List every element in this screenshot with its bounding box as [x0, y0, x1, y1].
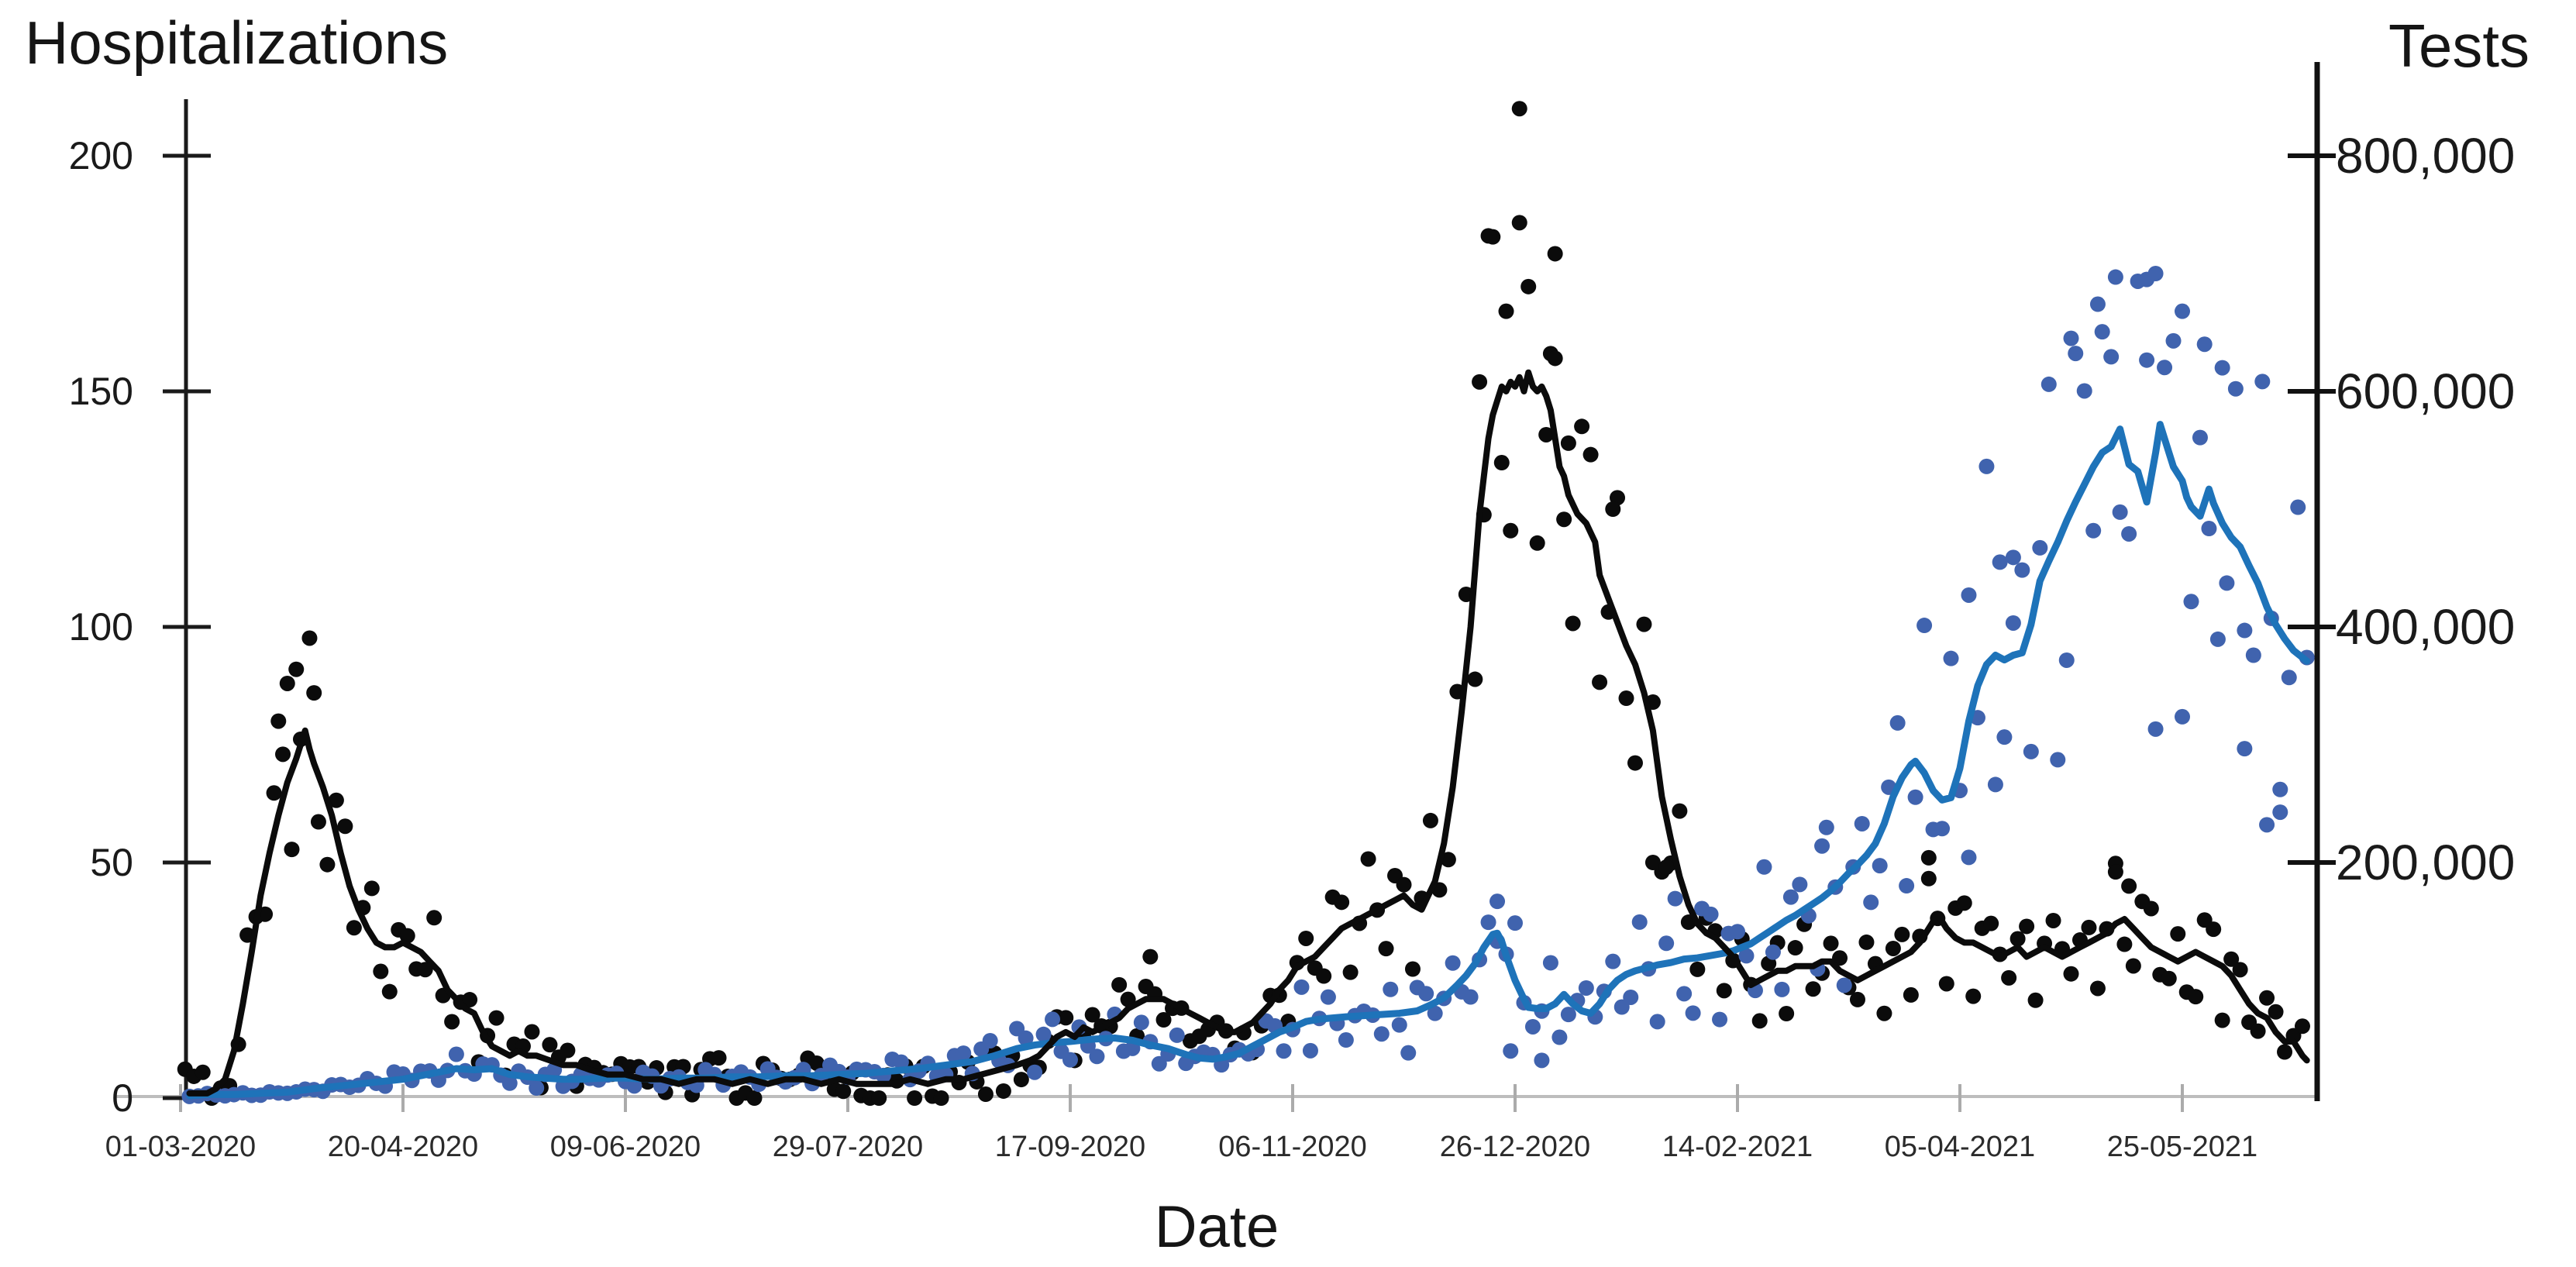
- tests-outlier-dot: [2063, 330, 2079, 346]
- hosp-outlier-dot: [1142, 949, 1159, 965]
- x-axis: 01-03-2020 20-04-2020 09-06-2020 29-07-2020…: [105, 1084, 2319, 1163]
- hosp-outlier-dot: [1605, 501, 1621, 517]
- left-axis: 0 50 100 150 200: [69, 99, 211, 1120]
- tests-outlier-dot: [1814, 838, 1830, 854]
- right-tick-label: 800,000: [2336, 128, 2515, 184]
- hosp-outlier-dot: [1560, 435, 1576, 451]
- left-tick-label: 0: [112, 1076, 133, 1120]
- tests-outlier-dot: [2147, 266, 2164, 281]
- x-tick-label: 20-04-2020: [328, 1131, 478, 1163]
- tests-outlier-dot: [1961, 587, 1977, 603]
- right-tick-label: 600,000: [2336, 363, 2515, 419]
- tests-outlier-dot: [2259, 817, 2275, 833]
- series-tests-dots: [181, 266, 2315, 1104]
- tests-outlier-dot: [1503, 1043, 1519, 1059]
- series-hospitalizations-dots: [177, 101, 2310, 1106]
- hosp-outlier-dot: [270, 713, 287, 729]
- tests-outlier-dot: [2272, 781, 2288, 797]
- x-tick-label: 29-07-2020: [773, 1131, 923, 1163]
- x-tick-label: 14-02-2021: [1662, 1131, 1813, 1163]
- tests-outlier-dot: [2107, 269, 2123, 285]
- hosp-outlier-dot: [1920, 849, 1937, 866]
- left-tick-label: 200: [69, 134, 133, 177]
- hosp-outlier-dot: [1472, 374, 1488, 390]
- tests-outlier-dot: [2214, 360, 2230, 376]
- left-tick-label: 50: [90, 841, 133, 884]
- x-tick-label: 05-04-2021: [1885, 1131, 2035, 1163]
- x-tick-label: 25-05-2021: [2107, 1131, 2257, 1163]
- right-axis-title: Tests: [2388, 12, 2530, 80]
- x-tick-label: 26-12-2020: [1440, 1131, 1590, 1163]
- hosp-outlier-dot: [1644, 855, 1661, 870]
- x-tick-label: 17-09-2020: [995, 1131, 1145, 1163]
- tests-outlier-dot: [1992, 554, 2008, 570]
- series-tests-line: [186, 421, 2311, 1100]
- tests-outlier-dot: [1534, 1052, 1550, 1069]
- hosp-outlier-dot: [1658, 859, 1675, 876]
- left-axis-title: Hospitalizations: [25, 9, 449, 77]
- x-tick-label: 06-11-2020: [1218, 1131, 1367, 1163]
- left-tick-label: 150: [69, 370, 133, 413]
- tests-outlier-dot: [2005, 549, 2021, 566]
- left-tick-label: 100: [69, 605, 133, 649]
- x-tick-label: 09-06-2020: [550, 1131, 701, 1163]
- hosp-outlier-dot: [288, 661, 305, 677]
- tests-outlier-dot: [2089, 296, 2106, 312]
- hosp-outlier-dot: [2121, 878, 2137, 894]
- right-tick-label: 400,000: [2336, 599, 2515, 655]
- right-tick-label: 200,000: [2336, 835, 2515, 890]
- x-tick-label: 01-03-2020: [105, 1131, 256, 1163]
- tests-outlier-dot: [2196, 336, 2213, 353]
- tests-outlier-dot: [2175, 303, 2190, 319]
- tests-outlier-dot: [1489, 893, 1506, 910]
- right-axis: 200,000 400,000 600,000 800,000: [2288, 62, 2515, 1101]
- tests-outlier-dot: [2237, 622, 2253, 639]
- hosp-outlier-dot: [306, 685, 322, 701]
- series-hospitalizations-line: [186, 369, 2310, 1097]
- x-axis-title: Date: [1154, 1194, 1279, 1260]
- hosp-outlier-dot: [1511, 101, 1527, 117]
- hosp-outlier-dot: [1480, 228, 1496, 244]
- hosp-outlier-dot: [1498, 303, 1514, 319]
- hosp-outlier-dot: [1547, 350, 1563, 367]
- hosp-outlier-dot: [279, 675, 295, 691]
- hosp-outlier-dot: [2107, 864, 2123, 880]
